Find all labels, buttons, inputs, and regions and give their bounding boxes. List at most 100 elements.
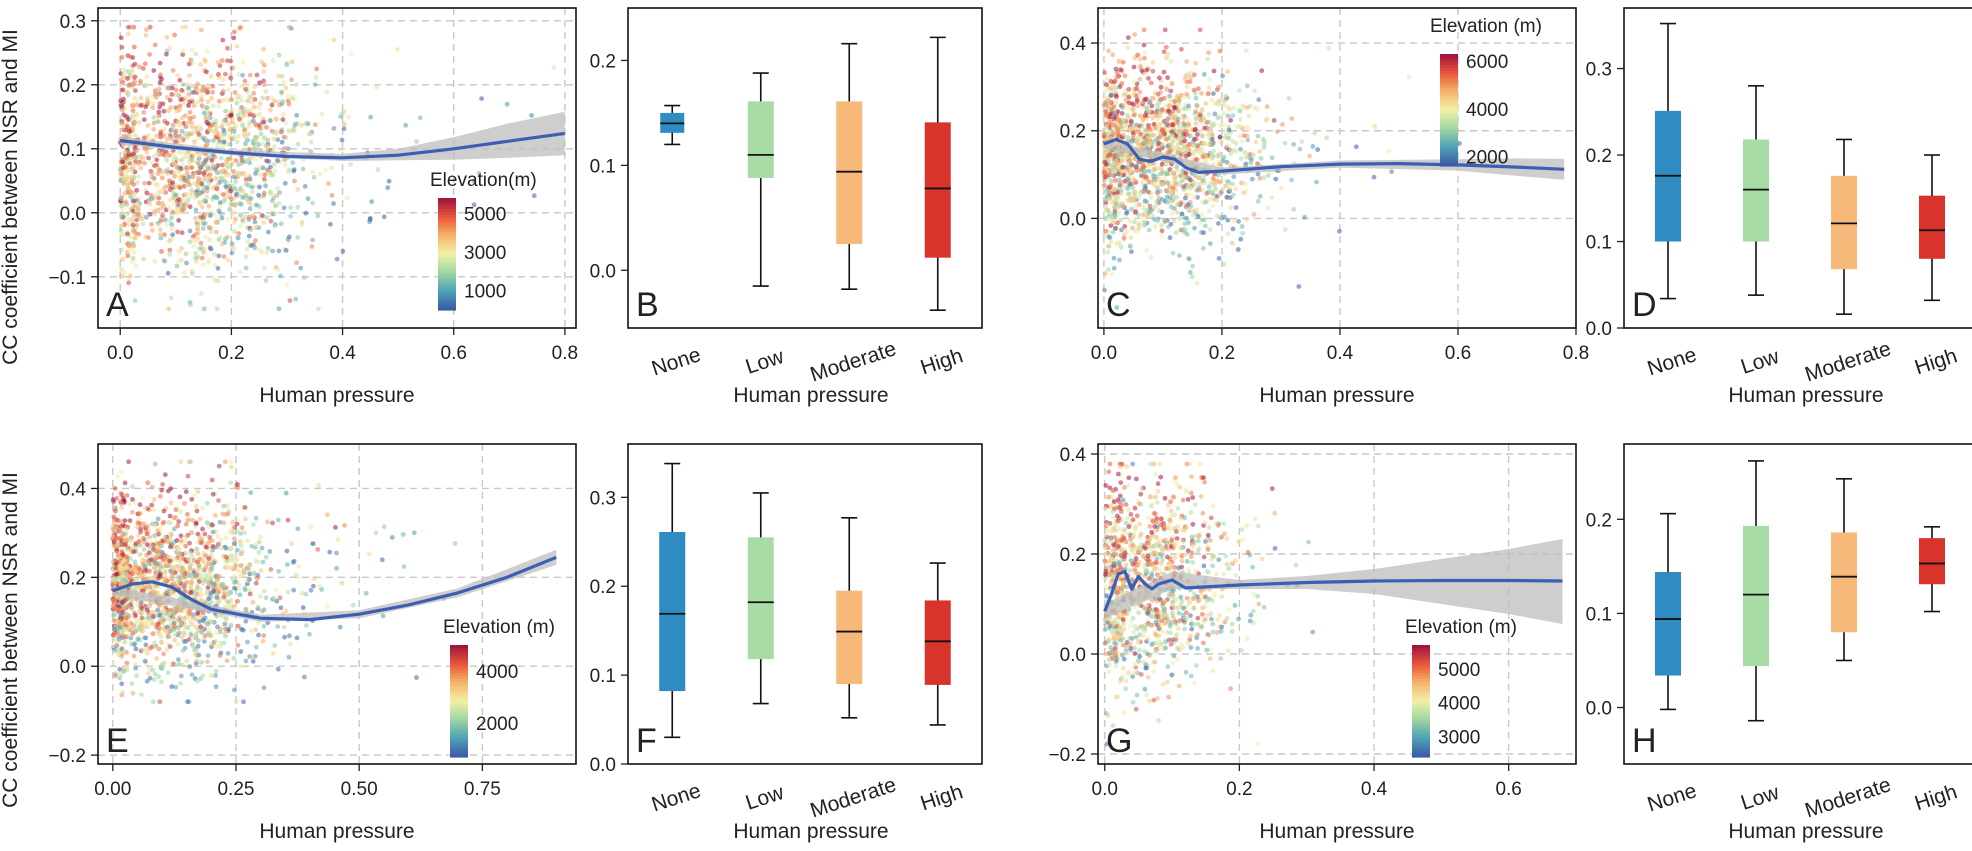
scatter-point bbox=[128, 189, 134, 195]
scatter-point bbox=[230, 196, 236, 202]
scatter-point bbox=[168, 295, 174, 301]
scatter-point bbox=[1131, 102, 1136, 108]
scatter-point bbox=[258, 568, 264, 573]
scatter-point bbox=[268, 567, 274, 572]
scatter-point bbox=[195, 531, 201, 537]
scatter-point bbox=[194, 678, 200, 684]
scatter-point bbox=[184, 658, 190, 664]
scatter-point bbox=[167, 205, 172, 211]
scatter-point bbox=[204, 105, 210, 110]
scatter-point bbox=[1215, 153, 1220, 159]
scatter-point bbox=[253, 223, 259, 229]
scatter-point bbox=[1250, 152, 1256, 158]
scatter-point bbox=[1163, 85, 1169, 90]
scatter-point bbox=[220, 37, 226, 43]
scatter-point bbox=[307, 631, 312, 637]
scatter-point bbox=[1153, 203, 1158, 209]
scatter-point bbox=[235, 642, 241, 648]
scatter-point bbox=[1389, 169, 1394, 175]
scatter-point bbox=[132, 169, 138, 175]
scatter-point bbox=[1155, 91, 1161, 97]
scatter-point bbox=[1175, 150, 1181, 156]
scatter-point bbox=[270, 248, 275, 254]
scatter-point bbox=[1137, 56, 1143, 62]
scatter-point bbox=[133, 235, 138, 241]
scatter-point bbox=[1121, 92, 1127, 97]
colorbar-step bbox=[1440, 70, 1458, 75]
scatter-point bbox=[140, 66, 146, 71]
scatter-point bbox=[202, 639, 207, 644]
scatter-point bbox=[228, 459, 234, 465]
scatter-point bbox=[214, 595, 220, 600]
scatter-point bbox=[1112, 226, 1118, 231]
scatter-point bbox=[1123, 97, 1129, 103]
scatter-point bbox=[1120, 164, 1126, 170]
scatter-point bbox=[217, 629, 223, 635]
scatter-point bbox=[170, 616, 176, 622]
scatter-point bbox=[1113, 119, 1119, 125]
box-body bbox=[836, 101, 863, 245]
scatter-point bbox=[151, 120, 157, 126]
scatter-point bbox=[268, 218, 274, 224]
scatter-point bbox=[195, 179, 201, 185]
scatter-point bbox=[275, 158, 280, 163]
scatter-point bbox=[163, 629, 169, 635]
scatter-point bbox=[141, 256, 146, 262]
scatter-point bbox=[143, 635, 149, 641]
scatter-point bbox=[1161, 95, 1167, 101]
scatter-point bbox=[206, 259, 211, 265]
scatter-point bbox=[151, 154, 157, 159]
scatter-point bbox=[261, 176, 267, 182]
scatter-point bbox=[1237, 117, 1243, 123]
scatter-point bbox=[1243, 152, 1249, 157]
scatter-point bbox=[288, 205, 293, 211]
scatter-point bbox=[1282, 140, 1288, 146]
scatter-point bbox=[1191, 87, 1197, 93]
scatter-point bbox=[1280, 122, 1285, 127]
scatter-point bbox=[1163, 218, 1168, 224]
scatter-point bbox=[1156, 112, 1162, 118]
scatter-point bbox=[1171, 104, 1177, 110]
scatter-point bbox=[1168, 221, 1174, 227]
scatter-point bbox=[206, 561, 211, 566]
scatter-point bbox=[144, 542, 150, 547]
scatter-point bbox=[199, 27, 204, 33]
scatter-point bbox=[272, 211, 278, 217]
scatter-point bbox=[1297, 146, 1303, 152]
scatter-point bbox=[1135, 103, 1141, 109]
scatter-point bbox=[1119, 227, 1124, 233]
scatter-point bbox=[232, 170, 238, 176]
scatter-point bbox=[117, 666, 123, 672]
scatter-point bbox=[207, 575, 213, 580]
scatter-point bbox=[1217, 48, 1223, 54]
scatter-point bbox=[202, 57, 208, 63]
scatter-point bbox=[169, 136, 175, 142]
scatter-point bbox=[250, 213, 256, 219]
scatter-point bbox=[1193, 109, 1199, 114]
scatter-point bbox=[186, 92, 192, 97]
scatter-point bbox=[142, 658, 148, 664]
scatter-point bbox=[174, 263, 180, 269]
scatter-point bbox=[1141, 27, 1147, 33]
scatter-point bbox=[115, 554, 121, 560]
scatter-point bbox=[177, 578, 183, 584]
scatter-point bbox=[1134, 164, 1139, 169]
scatter-point bbox=[266, 159, 272, 164]
scatter-point bbox=[228, 188, 234, 194]
scatter-point bbox=[389, 535, 395, 540]
scatter-point bbox=[208, 229, 214, 235]
scatter-point bbox=[1134, 86, 1140, 91]
scatter-point bbox=[184, 534, 190, 539]
scatter-point bbox=[243, 254, 249, 259]
scatter-point bbox=[246, 233, 252, 239]
scatter-point bbox=[1157, 75, 1162, 81]
scatter-point bbox=[265, 245, 271, 251]
y-tick-label: 0.0 bbox=[1060, 209, 1086, 230]
scatter-point bbox=[1226, 127, 1232, 133]
scatter-point bbox=[1245, 137, 1251, 143]
scatter-point bbox=[134, 601, 140, 607]
scatter-point bbox=[1152, 217, 1157, 222]
scatter-point bbox=[1231, 105, 1237, 111]
colorbar-step bbox=[438, 268, 456, 272]
category-label: High bbox=[1912, 344, 1960, 379]
